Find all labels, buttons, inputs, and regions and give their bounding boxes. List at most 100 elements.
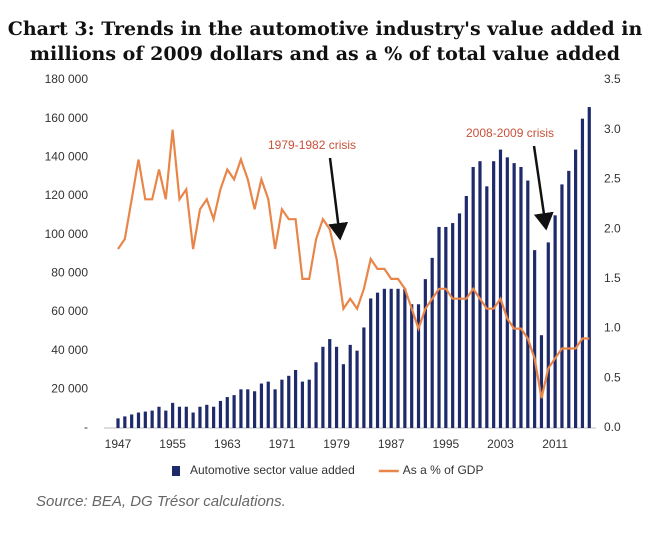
bar [416,304,421,428]
bar [410,304,414,428]
legend-key [172,466,180,476]
bar [341,364,345,428]
bar [143,411,147,428]
bar [293,370,298,428]
bar [314,362,318,428]
x-tick-label: 1987 [378,437,405,451]
bar [266,381,270,428]
bar [587,107,591,429]
bar [123,416,127,428]
chart-title: Chart 3: Trends in the automotive indust… [8,18,643,40]
bar [171,402,175,428]
bar [287,375,291,428]
bar [150,410,154,428]
x-tick-label: 2003 [487,437,514,451]
bar [253,391,257,428]
bar [519,167,523,428]
bar [218,400,223,428]
line [117,129,590,399]
x-tick-label: 1947 [105,437,132,451]
bar [259,383,264,428]
bar [382,288,386,428]
y-tick-label: 20 000 [51,382,88,396]
y2-tick-label: 0.5 [604,370,621,384]
bar [177,406,182,428]
bar [567,170,571,428]
y2-tick-label: 3.5 [604,72,621,86]
bar [184,406,188,428]
bar [396,288,400,428]
bar [533,250,537,428]
y-tick-label: 180 000 [45,72,89,86]
y-tick-label: 40 000 [51,343,88,357]
legend-label: As a % of GDP [403,463,484,477]
bar [492,161,496,428]
bar [334,346,339,428]
y-tick-label: 160 000 [45,111,89,125]
bar [239,389,243,428]
y-tick-label: - [84,420,88,434]
bar [191,412,195,428]
bar [225,397,229,428]
bar [212,406,216,428]
bar [362,327,366,428]
bar [136,412,141,428]
bar [130,414,134,428]
bar [539,335,544,428]
bar [560,184,564,428]
bar [553,215,557,428]
y-tick-label: 80 000 [51,266,88,280]
y2-tick-label: 1.0 [604,321,621,335]
bar [403,288,407,428]
bar [580,118,585,429]
bar [205,404,209,428]
x-tick-label: 2011 [542,437,568,451]
x-tick-label: 1971 [269,437,296,451]
y2-tick-label: 2.0 [604,221,621,235]
bar [375,292,380,428]
bar [498,149,503,428]
bar [451,223,455,428]
y2-tick-label: 0.0 [604,420,621,434]
bar [300,381,305,428]
arrow [328,157,349,241]
y-tick-label: 120 000 [45,188,89,202]
bar [423,279,427,428]
bar [198,406,202,428]
x-tick-label: 1963 [214,437,241,451]
bar [232,395,236,428]
arrow [532,145,554,231]
x-tick-label: 1979 [323,437,350,451]
source: Source: BEA, DG Trésor calculations. [36,493,286,510]
y2-tick-label: 2.5 [604,172,621,186]
bar [526,180,530,428]
y-tick-label: 60 000 [51,304,88,318]
y2-tick-label: 1.5 [604,271,621,285]
bar [574,149,578,428]
bar [307,379,311,428]
bar [430,257,434,428]
bar [464,196,468,428]
bar [546,242,550,428]
x-tick-label: 1955 [159,437,186,451]
bar [355,350,359,428]
bar [471,167,475,428]
y-tick-label: 100 000 [45,227,89,241]
bar [512,163,516,428]
x-tick-label: 1995 [432,437,459,451]
bar [478,161,482,428]
bar [280,379,284,428]
y-tick-label: 140 000 [45,150,89,164]
bar [369,298,373,428]
bar [389,288,393,428]
bar [505,157,509,429]
bar [348,344,352,428]
bar [164,410,168,428]
bar [157,406,161,428]
y2-tick-label: 3.0 [604,122,621,136]
chart-subtitle: millions of 2009 dollars and as a % of t… [30,43,620,65]
bar [116,418,120,428]
bar [328,339,332,428]
bar [457,213,462,428]
